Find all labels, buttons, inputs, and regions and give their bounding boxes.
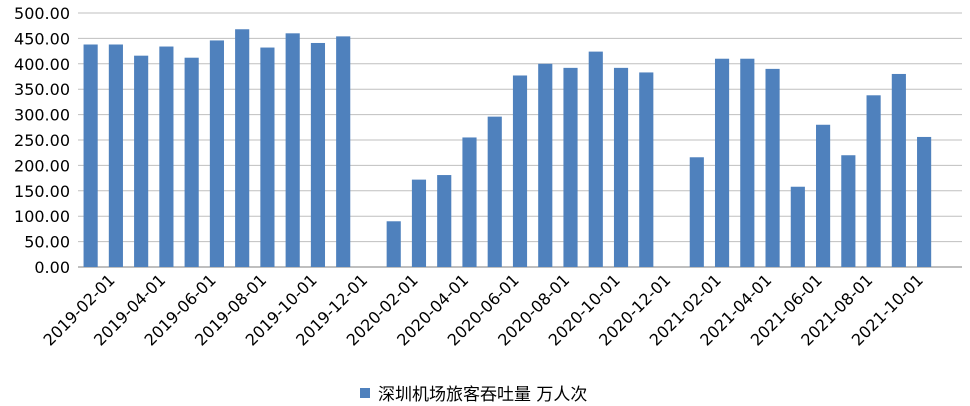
bar [866,95,881,268]
bar [538,63,553,267]
y-tick-label: 350.00 [14,80,70,99]
legend-label: 深圳机场旅客吞吐量 万人次 [378,385,588,405]
bar [765,68,780,267]
bar [816,124,831,267]
bar [462,137,477,267]
bar [917,136,932,267]
bar [588,51,603,267]
bars [83,29,932,268]
bar [563,67,578,267]
bar [159,46,174,267]
y-tick-label: 450.00 [14,29,70,48]
bar [487,116,502,267]
bar [285,33,300,267]
bar [260,47,275,267]
y-tick-label: 250.00 [14,131,70,150]
y-tick-label: 0.00 [34,258,70,277]
y-tick-label: 500.00 [14,4,70,23]
y-tick-label: 200.00 [14,156,70,175]
bar [639,72,654,267]
bar [83,44,98,267]
y-tick-label: 300.00 [14,106,70,125]
bar [891,73,906,268]
bar [134,55,149,268]
bar [386,221,401,267]
bar [108,44,123,267]
bar [613,67,629,267]
y-tick-label: 400.00 [14,55,70,74]
y-tick-label: 50.00 [24,233,70,252]
legend: 深圳机场旅客吞吐量 万人次 [360,380,587,405]
x-axis: 2019-02-012019-04-012019-06-012019-08-01… [40,270,927,349]
bar [209,40,224,267]
y-axis: 0.00 50.00 100.00 150.00 200.00 250.00 300.00 3… [14,4,70,277]
bar [714,58,730,267]
bar [790,186,805,267]
bar [411,179,427,267]
bar [336,36,351,268]
legend-swatch [360,387,370,398]
bar [310,42,326,267]
bar [184,57,199,268]
bar [512,75,528,267]
bar [740,58,755,267]
y-tick-label: 100.00 [14,207,70,226]
bar [235,29,250,268]
bar [689,157,704,267]
y-tick-label: 150.00 [14,182,70,201]
bar [841,155,856,267]
bar [437,175,452,267]
